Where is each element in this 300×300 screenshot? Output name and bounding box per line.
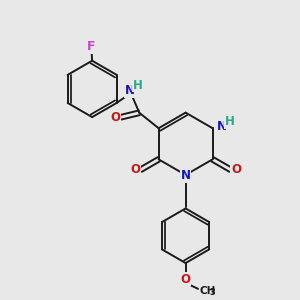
Text: N: N [124,84,135,97]
Text: N: N [217,120,227,133]
Text: N: N [181,169,190,182]
Text: H: H [133,79,142,92]
Text: 3: 3 [209,289,215,298]
Text: O: O [130,163,140,176]
Text: H: H [225,115,235,128]
Text: O: O [231,163,241,176]
Text: F: F [87,40,96,53]
Text: O: O [181,273,190,286]
Text: CH: CH [200,286,216,296]
Text: O: O [111,111,121,124]
